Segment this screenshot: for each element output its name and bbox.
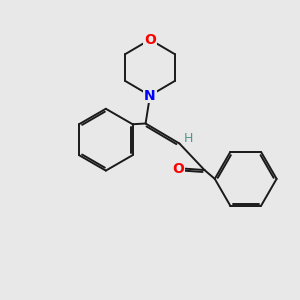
Text: H: H	[184, 132, 194, 145]
Text: O: O	[144, 33, 156, 46]
Text: N: N	[144, 88, 156, 103]
Text: O: O	[172, 161, 184, 176]
